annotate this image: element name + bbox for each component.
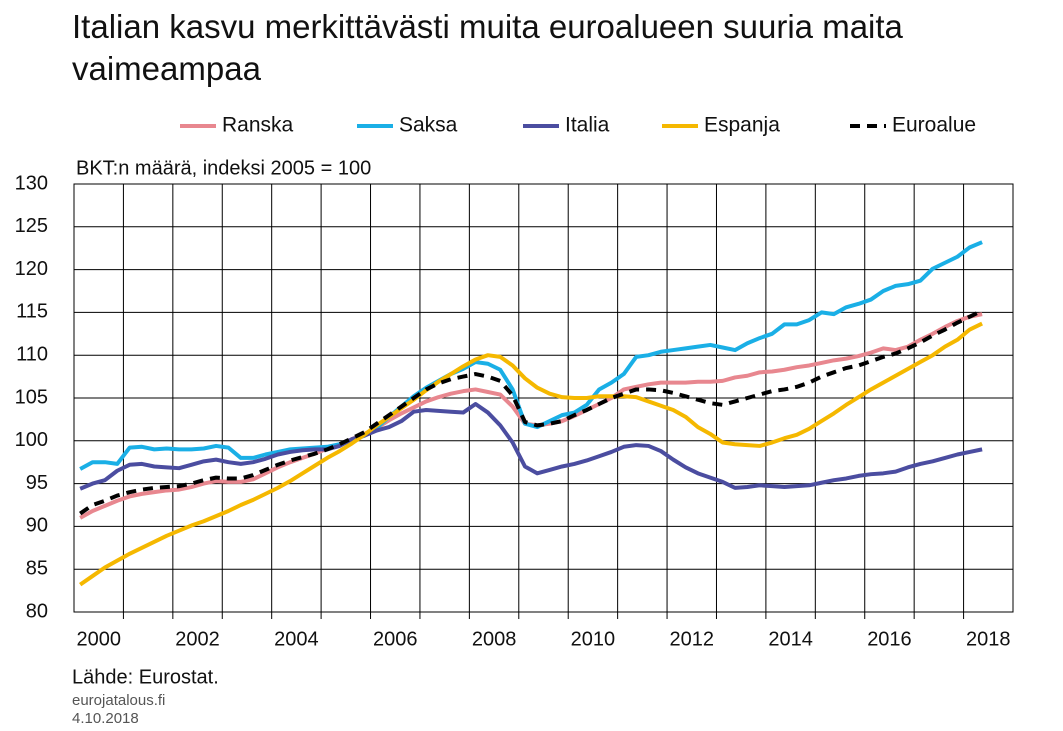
y-tick-label: 100 [15, 429, 48, 451]
y-tick-label: 110 [16, 343, 48, 365]
y-tick-label: 95 [26, 472, 48, 494]
x-tick-label: 2006 [373, 628, 418, 650]
y-tick-label: 130 [15, 172, 48, 194]
legend-label: Ranska [222, 114, 294, 137]
series-line [79, 312, 983, 520]
date: 4.10.2018 [72, 710, 139, 727]
x-tick-label: 2008 [472, 628, 517, 650]
x-tick-label: 2016 [867, 628, 912, 650]
y-tick-label: 80 [26, 600, 48, 622]
series-line [79, 401, 983, 491]
x-tick-label: 2002 [175, 628, 220, 650]
x-tick-label: 2012 [670, 628, 715, 650]
legend-label: Italia [565, 114, 610, 137]
x-tick-label: 2014 [768, 628, 813, 650]
y-tick-label: 90 [26, 515, 48, 537]
series-line [79, 240, 983, 471]
y-tick-label: 105 [15, 386, 48, 408]
y-tick-label: 115 [16, 301, 48, 323]
legend-label: Euroalue [892, 114, 976, 137]
x-tick-label: 2004 [274, 628, 319, 650]
plot-frame [73, 183, 1014, 613]
y-tick-label: 85 [26, 557, 48, 579]
subtitle: BKT:n määrä, indeksi 2005 = 100 [76, 157, 371, 179]
legend-label: Espanja [704, 114, 780, 137]
y-tick-label: 120 [15, 258, 48, 280]
x-tick-label: 2000 [76, 628, 121, 650]
legend-label: Saksa [399, 114, 458, 137]
y-tick-label: 125 [15, 215, 48, 237]
x-tick-label: 2010 [571, 628, 616, 650]
source: Lähde: Eurostat. [72, 666, 219, 688]
series-line [79, 308, 983, 516]
x-tick-label: 2018 [966, 628, 1011, 650]
series-line [79, 321, 983, 587]
site: eurojatalous.fi [72, 692, 165, 709]
chart-title: Italian kasvu merkittävästi muita euroal… [72, 8, 903, 87]
